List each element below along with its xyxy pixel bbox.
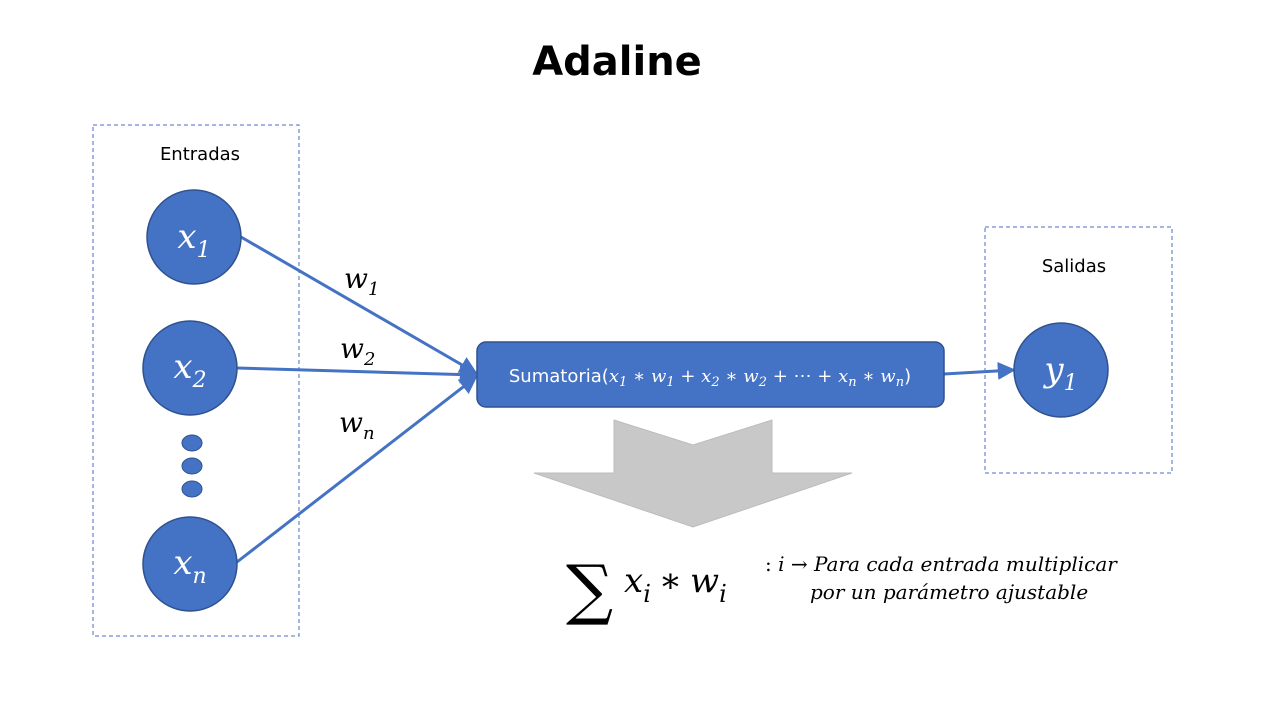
svg-text:x1: x1 — [177, 217, 210, 263]
weight-label-wn: wn — [339, 406, 375, 444]
formula-sigma: ∑ — [566, 551, 613, 628]
svg-text:x2: x2 — [173, 347, 206, 393]
summation-formula: ∑ xi ∗ wi — [566, 551, 727, 628]
summation-expression: Sumatoria(x1 ∗ w1 + x2 ∗ w2 + ⋯ + xn ∗ w… — [509, 366, 911, 390]
input-node-xn: xn — [142, 516, 238, 612]
inputs-group-border — [92, 124, 300, 637]
edge-x2-to-sum — [236, 365, 478, 384]
note-line-1: : i → Para cada entrada multiplicar — [765, 552, 1118, 576]
inputs-group-label: Entradas — [160, 144, 240, 165]
input-node-x2: x2 — [142, 320, 238, 416]
svg-text:y1: y1 — [1042, 350, 1077, 396]
input-node-x2-sub: 2 — [192, 368, 207, 393]
ellipsis-dots — [181, 434, 203, 498]
edge-sum-to-y1 — [943, 361, 1016, 380]
input-node-xn-var: x — [173, 543, 192, 583]
edge-x1-to-sum — [240, 235, 478, 375]
ellipsis-dot — [181, 480, 203, 498]
ellipsis-dot — [181, 457, 203, 475]
ellipsis-dot — [181, 434, 203, 452]
note-line-2: por un parámetro ajustable — [810, 580, 1088, 604]
input-node-xn-sub: n — [193, 564, 207, 589]
page-title: Adaline — [532, 39, 702, 85]
input-node-x1: x1 — [146, 189, 242, 285]
down-arrow-shape — [533, 419, 853, 528]
output-node-y1-sub: 1 — [1064, 371, 1078, 396]
output-node-y1: y1 — [1013, 322, 1109, 418]
edge-xn-to-sum — [236, 375, 478, 564]
formula-terms: xi ∗ wi — [624, 561, 727, 608]
weight-label-w1: w1 — [344, 262, 379, 300]
input-node-x1-sub: 1 — [197, 238, 211, 263]
input-node-x2-var: x — [173, 347, 192, 387]
input-node-x1-var: x — [177, 217, 196, 257]
outputs-group-label: Salidas — [1042, 256, 1106, 277]
outputs-group-border — [984, 226, 1173, 474]
weight-label-w2: w2 — [340, 332, 375, 370]
output-node-y1-var: y — [1042, 350, 1064, 390]
explanation-note: : i → Para cada entrada multiplicar por … — [765, 552, 1118, 604]
summation-box: Sumatoria(x1 ∗ w1 + x2 ∗ w2 + ⋯ + xn ∗ w… — [476, 341, 945, 408]
svg-text:xn: xn — [173, 543, 206, 589]
